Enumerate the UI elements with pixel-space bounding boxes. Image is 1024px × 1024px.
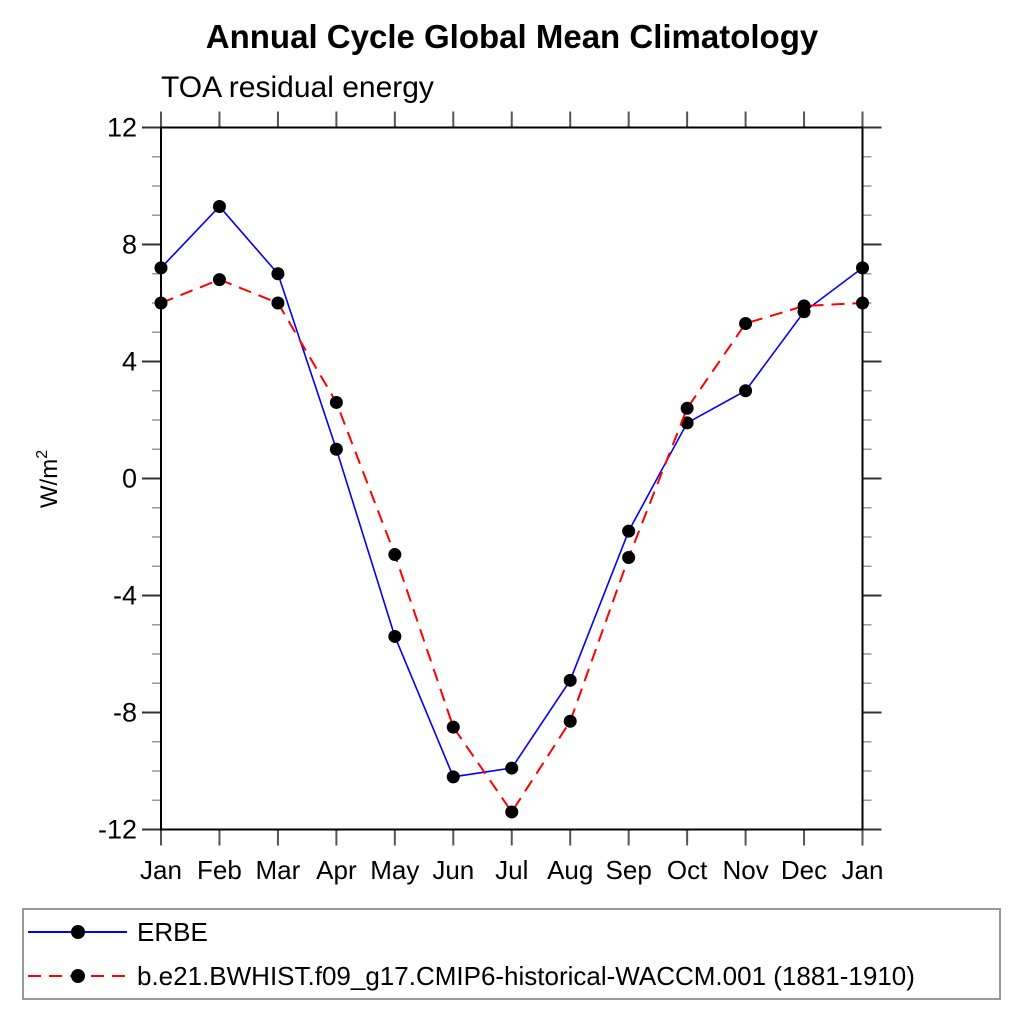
x-tick-label: Dec — [781, 855, 827, 885]
x-tick-label: Aug — [547, 855, 593, 885]
data-point-marker — [622, 524, 636, 538]
data-point-marker — [154, 296, 168, 310]
data-point-marker — [212, 273, 226, 287]
data-point-marker — [446, 720, 460, 734]
legend-line-sample-dashed — [28, 969, 127, 983]
data-point-marker — [622, 550, 636, 564]
data-point-marker — [739, 316, 753, 330]
data-point-marker — [329, 395, 343, 409]
x-tick-label: Mar — [256, 855, 301, 885]
legend-box: ERBE b.e21.BWHIST.f09_g17.CMIP6-historic… — [22, 908, 1001, 1000]
data-point-marker — [739, 384, 753, 398]
legend-line-sample-solid — [28, 925, 127, 939]
x-tick-label: Nov — [722, 855, 768, 885]
legend-sample-marker — [71, 925, 85, 939]
axis-box — [160, 126, 864, 831]
data-point-marker — [446, 770, 460, 784]
data-point-marker — [388, 629, 402, 643]
data-point-marker — [856, 261, 869, 275]
x-tick-label: Jan — [842, 855, 884, 885]
y-axis-label: W/m2 — [34, 450, 63, 508]
data-point-marker — [329, 442, 343, 456]
x-tick-label: Jun — [432, 855, 474, 885]
data-point-marker — [797, 299, 811, 313]
chart-title: Annual Cycle Global Mean Climatology — [205, 18, 819, 55]
legend-label-erbe: ERBE — [137, 916, 208, 947]
data-point-marker — [154, 261, 168, 275]
y-tick-label: -12 — [98, 815, 137, 845]
x-tick-label: Jul — [495, 855, 528, 885]
data-point-marker — [271, 296, 285, 310]
series-line-1 — [160, 278, 863, 814]
y-tick-label: 8 — [122, 230, 137, 260]
plot-area: -12 -8 -4 0 4 8 12 Jan Feb Mar Apr May Jun Jul Aug Sep O… — [34, 111, 884, 885]
x-tick-label: Feb — [197, 855, 242, 885]
data-point-marker — [563, 714, 577, 728]
x-tick-label: Sep — [606, 855, 652, 885]
series-line-0 — [160, 205, 863, 778]
data-point-marker — [680, 401, 694, 415]
x-tick-label: Oct — [667, 855, 708, 885]
y-tick-label: -8 — [113, 698, 137, 728]
data-point-marker — [505, 761, 519, 775]
legend-label-model: b.e21.BWHIST.f09_g17.CMIP6-historical-WA… — [137, 960, 915, 991]
chart-subtitle: TOA residual energy — [161, 71, 434, 104]
legend-entry-model: b.e21.BWHIST.f09_g17.CMIP6-historical-WA… — [24, 954, 999, 998]
x-tick-label: May — [370, 855, 419, 885]
x-tick-label: Jan — [140, 855, 182, 885]
legend-entry-erbe: ERBE — [24, 910, 999, 954]
legend-sample-marker — [71, 969, 85, 983]
data-point-marker — [680, 416, 694, 430]
y-tick-label: 4 — [122, 347, 137, 377]
x-tick-label: Apr — [316, 855, 357, 885]
data-point-marker — [563, 673, 577, 687]
data-point-marker — [505, 805, 519, 819]
data-point-marker — [388, 548, 402, 562]
y-tick-label: -4 — [113, 581, 137, 611]
y-tick-label: 12 — [107, 113, 137, 143]
data-point-marker — [856, 296, 869, 310]
y-tick-label: 0 — [122, 464, 137, 494]
data-point-marker — [212, 199, 226, 213]
data-point-marker — [271, 267, 285, 281]
